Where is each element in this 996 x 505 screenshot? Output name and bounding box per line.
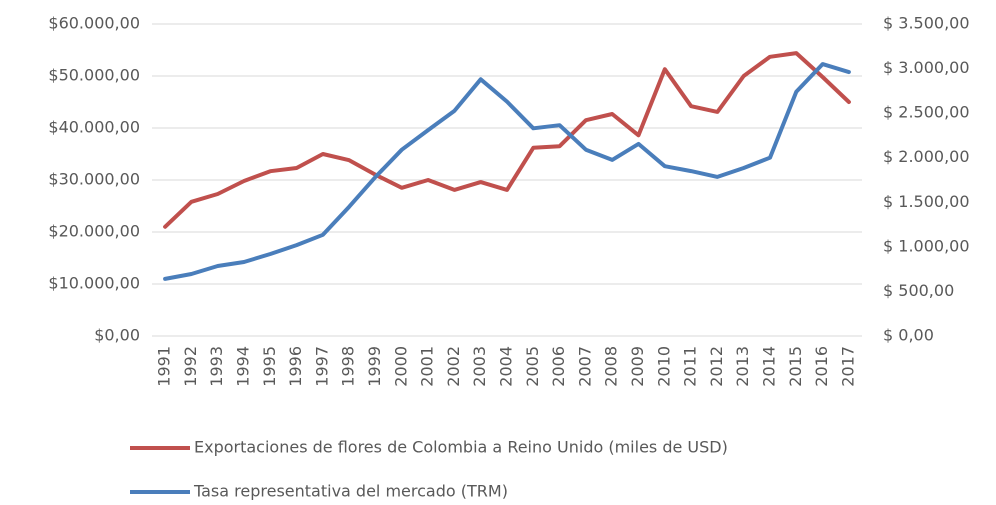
x-tick-label: 1993 [207,346,226,387]
x-tick-label: 2010 [654,346,673,387]
x-tick-label: 2002 [444,346,463,387]
x-tick-label: 1996 [286,346,305,387]
x-tick-label: 2012 [707,346,726,387]
y-tick-label: $40.000,00 [48,118,140,137]
series-line [163,62,851,281]
y-tick-label: $0,00 [94,326,140,345]
x-tick-label: 2009 [628,346,647,387]
y2-tick-label: $ 1.500,00 [883,192,970,211]
x-tick-label: 1997 [312,346,331,387]
x-tick-label: 2011 [681,346,700,387]
x-tick-label: 2004 [497,346,516,387]
y2-tick-label: $ 2.500,00 [883,103,970,122]
y2-tick-label: $ 3.500,00 [883,14,970,33]
y-tick-label: $10.000,00 [48,274,140,293]
x-tick-label: 2007 [575,346,594,387]
legend-label: Tasa representativa del mercado (TRM) [193,482,508,501]
x-tick-label: 2016 [812,346,831,387]
x-tick-label: 2000 [391,346,410,387]
y2-tick-label: $ 0,00 [883,326,934,345]
y2-tick-label: $ 2.000,00 [883,147,970,166]
y-tick-label: $60.000,00 [48,14,140,33]
x-tick-label: 2014 [759,346,778,387]
y-tick-label: $50.000,00 [48,66,140,85]
x-tick-label: 1999 [365,346,384,387]
x-tick-label: 2003 [470,346,489,387]
series-line [163,51,851,229]
x-tick-label: 2008 [602,346,621,387]
x-tick-label: 1991 [155,346,174,387]
x-tick-label: 2017 [838,346,857,387]
y2-tick-label: $ 1.000,00 [883,236,970,255]
x-tick-label: 1998 [339,346,358,387]
y-tick-label: $20.000,00 [48,222,140,241]
legend-label: Exportaciones de flores de Colombia a Re… [194,438,728,457]
x-tick-label: 2001 [418,346,437,387]
x-tick-label: 1992 [181,346,200,387]
y2-tick-label: $ 500,00 [883,281,954,300]
x-tick-label: 2006 [549,346,568,387]
x-tick-label: 1994 [234,346,253,387]
y2-tick-label: $ 3.000,00 [883,58,970,77]
x-tick-label: 2013 [733,346,752,387]
y-tick-label: $30.000,00 [48,170,140,189]
x-tick-label: 2005 [523,346,542,387]
x-tick-label: 2015 [786,346,805,387]
x-tick-label: 1995 [260,346,279,387]
